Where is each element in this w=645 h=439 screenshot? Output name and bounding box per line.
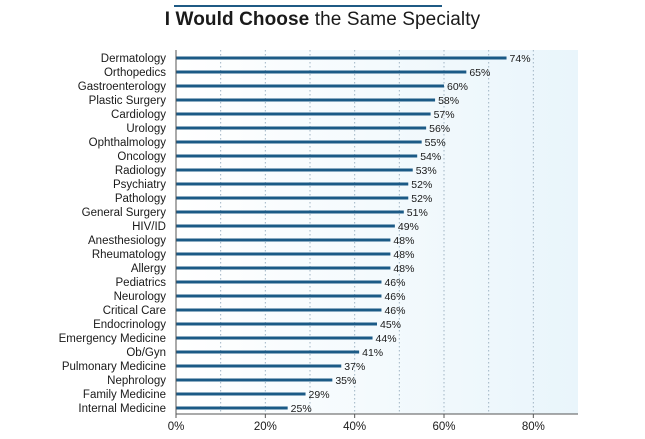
bar bbox=[176, 182, 409, 186]
bar bbox=[176, 406, 288, 410]
bar bbox=[176, 238, 391, 242]
data-label: 57% bbox=[434, 109, 455, 121]
category-label: Cardiology bbox=[111, 109, 166, 121]
bar bbox=[176, 336, 373, 340]
category-label: Ophthalmology bbox=[89, 137, 167, 149]
x-tick-label: 60% bbox=[432, 421, 455, 433]
data-label: 46% bbox=[384, 291, 405, 303]
data-label: 48% bbox=[393, 249, 414, 261]
data-label: 53% bbox=[416, 165, 437, 177]
category-label: Pathology bbox=[115, 193, 166, 205]
category-label: Pulmonary Medicine bbox=[62, 361, 166, 373]
data-label: 52% bbox=[411, 193, 432, 205]
data-label: 65% bbox=[469, 67, 490, 79]
bar bbox=[176, 322, 377, 326]
bar bbox=[176, 154, 418, 158]
category-label: Nephrology bbox=[107, 375, 166, 387]
bar bbox=[176, 224, 395, 228]
data-label: 55% bbox=[425, 137, 446, 149]
data-label: 37% bbox=[344, 361, 365, 373]
data-label: 45% bbox=[380, 319, 401, 331]
bar bbox=[176, 140, 422, 144]
data-label: 51% bbox=[407, 207, 428, 219]
category-label: Ob/Gyn bbox=[126, 347, 166, 359]
chart-title-bold: I Would Choose bbox=[164, 9, 310, 30]
data-label: 41% bbox=[362, 347, 383, 359]
chart-title-rest: the Same Specialty bbox=[309, 9, 481, 30]
category-label: Allergy bbox=[131, 263, 166, 275]
x-tick-label: 20% bbox=[254, 421, 277, 433]
category-label: Emergency Medicine bbox=[59, 333, 166, 345]
x-tick-label: 80% bbox=[522, 421, 545, 433]
category-label: Radiology bbox=[115, 165, 166, 177]
category-label: Critical Care bbox=[103, 305, 166, 317]
category-label: Urology bbox=[126, 123, 166, 135]
category-label: Dermatology bbox=[101, 53, 166, 65]
bar bbox=[176, 196, 409, 200]
category-label: Rheumatology bbox=[92, 249, 166, 261]
bar bbox=[176, 84, 444, 88]
title-accent-rule bbox=[174, 5, 442, 7]
data-label: 56% bbox=[429, 123, 450, 135]
data-label: 35% bbox=[335, 375, 356, 387]
category-label: General Surgery bbox=[82, 207, 167, 219]
data-label: 29% bbox=[309, 389, 330, 401]
data-label: 49% bbox=[398, 221, 419, 233]
bar bbox=[176, 364, 342, 368]
bar bbox=[176, 308, 382, 312]
data-label: 52% bbox=[411, 179, 432, 191]
category-label: Orthopedics bbox=[104, 67, 166, 79]
data-label: 74% bbox=[510, 53, 531, 65]
bar bbox=[176, 280, 382, 284]
category-label: Family Medicine bbox=[83, 389, 166, 401]
category-label: Endocrinology bbox=[93, 319, 166, 331]
bar bbox=[176, 210, 404, 214]
bar bbox=[176, 126, 427, 130]
category-label: Anesthesiology bbox=[88, 235, 166, 247]
category-label: Neurology bbox=[114, 291, 167, 303]
category-label: Pediatrics bbox=[116, 277, 167, 289]
data-label: 54% bbox=[420, 151, 441, 163]
category-label: Plastic Surgery bbox=[89, 95, 167, 107]
bar bbox=[176, 266, 391, 270]
bar bbox=[176, 98, 436, 102]
data-label: 25% bbox=[291, 403, 312, 415]
data-label: 46% bbox=[384, 305, 405, 317]
bar bbox=[176, 350, 360, 354]
bar bbox=[176, 294, 382, 298]
chart-title: I Would Choose the Same Specialty bbox=[0, 9, 645, 31]
category-label: HIV/ID bbox=[132, 221, 166, 233]
x-tick-label: 0% bbox=[168, 421, 185, 433]
data-label: 48% bbox=[393, 263, 414, 275]
category-label: Gastroenterology bbox=[78, 81, 166, 93]
category-label: Oncology bbox=[117, 151, 166, 163]
category-label: Psychiatry bbox=[113, 179, 166, 191]
bar bbox=[176, 378, 333, 382]
plot-background bbox=[176, 50, 578, 414]
data-label: 44% bbox=[376, 333, 397, 345]
bar bbox=[176, 168, 413, 172]
x-tick-label: 40% bbox=[343, 421, 366, 433]
data-label: 46% bbox=[384, 277, 405, 289]
bar bbox=[176, 252, 391, 256]
bar bbox=[176, 70, 467, 74]
data-label: 60% bbox=[447, 81, 468, 93]
bar bbox=[176, 392, 306, 396]
data-label: 48% bbox=[393, 235, 414, 247]
data-label: 58% bbox=[438, 95, 459, 107]
category-label: Internal Medicine bbox=[78, 403, 166, 415]
bar bbox=[176, 56, 507, 60]
bar bbox=[176, 112, 431, 116]
